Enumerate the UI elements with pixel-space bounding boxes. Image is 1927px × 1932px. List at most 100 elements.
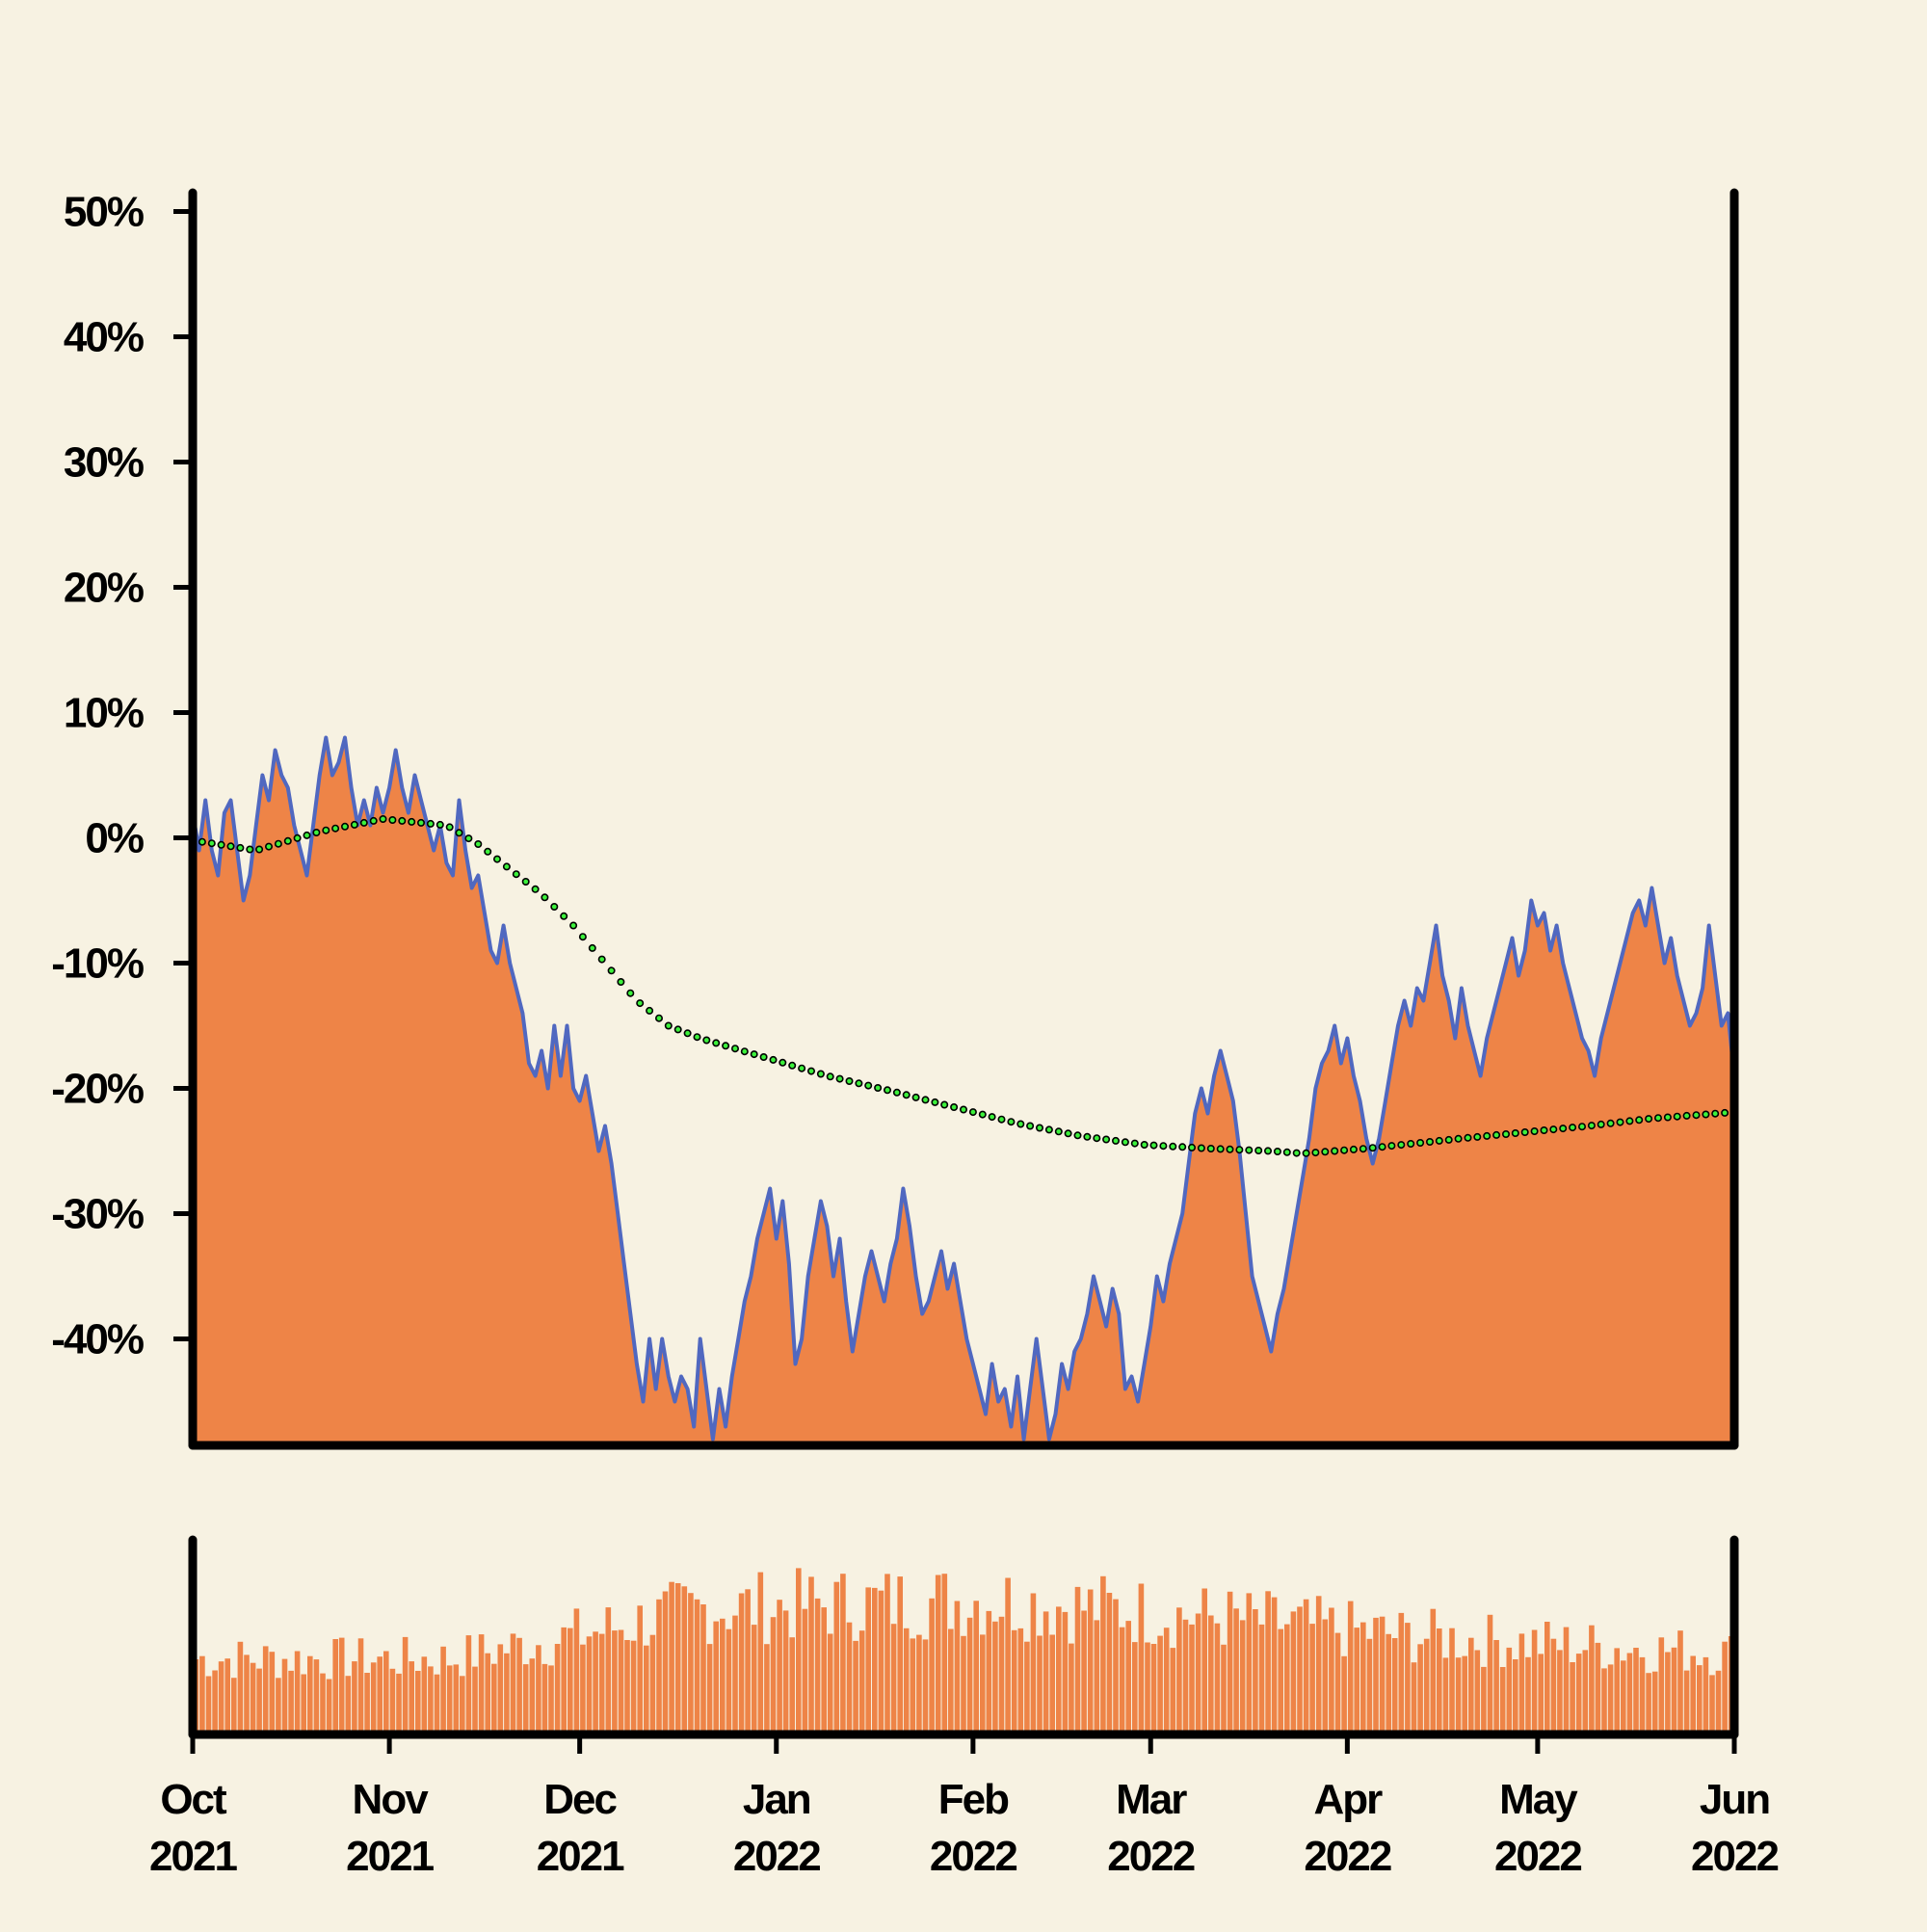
trend-dot [712,1039,721,1047]
volume-bar [1607,1664,1614,1734]
volume-bar [1100,1575,1106,1734]
trend-dot [1511,1129,1519,1138]
volume-bar [224,1658,230,1734]
trend-dot [1635,1116,1644,1125]
volume-bar [998,1616,1005,1734]
volume-bar [1354,1628,1359,1734]
volume-bar [954,1601,961,1734]
volume-bar [1069,1643,1074,1734]
volume-bar [1043,1611,1049,1734]
volume-bar [916,1634,922,1734]
trend-dot [198,837,206,846]
trend-dot [541,893,549,902]
volume-bar [1683,1670,1690,1734]
trend-dot [1616,1118,1624,1126]
volume-bar [1462,1655,1467,1734]
volume-bar [897,1576,903,1734]
trend-dot [1282,1148,1291,1156]
trend-dot [1387,1142,1396,1151]
volume-bar [1563,1627,1570,1734]
volume-bar [1233,1608,1239,1734]
volume-bar [364,1673,370,1734]
trend-dot [798,1064,806,1072]
trend-dot [1721,1108,1729,1117]
trend-dot [1188,1143,1197,1151]
trend-dot [1121,1138,1129,1147]
trend-dot [646,1006,654,1015]
trend-dot [883,1086,891,1095]
volume-bar [700,1604,706,1734]
volume-bar [796,1568,802,1734]
trend-dot [426,819,435,828]
volume-bar [777,1600,782,1734]
volume-bar [770,1617,777,1734]
volume-bar [1589,1625,1595,1734]
volume-bar [409,1661,414,1734]
trend-dot [806,1067,815,1075]
trend-dot [369,816,378,825]
volume-bar [1493,1640,1499,1734]
trend-dot [1149,1141,1158,1150]
volume-bar [1709,1675,1715,1734]
volume-bar [674,1583,681,1734]
volume-bar [402,1636,409,1734]
volume-bar [510,1633,516,1734]
volume-bar [1499,1667,1506,1734]
volume-bar [1334,1632,1341,1734]
volume-bar [973,1601,979,1734]
volume-bar [935,1575,941,1734]
volume-bar [389,1668,396,1734]
volume-bar [1575,1654,1582,1734]
trend-dot [379,814,387,823]
volume-bar [1011,1629,1017,1734]
volume-bar [1379,1616,1386,1734]
volume-bar [1386,1633,1391,1734]
volume-bar [1639,1656,1646,1734]
volume-bar [1087,1589,1094,1734]
x-tick-month: Nov [353,1776,430,1823]
trend-dot [388,815,397,824]
volume-bar [504,1653,510,1734]
volume-bar [1017,1628,1024,1734]
trend-dot [950,1103,959,1112]
volume-bar [313,1659,320,1734]
trend-dot [740,1047,749,1056]
trend-dot [578,933,587,941]
volume-bar [966,1617,973,1734]
volume-bar [1113,1599,1119,1734]
trend-dot [1226,1145,1234,1153]
volume-bar [1309,1624,1315,1734]
volume-bar [827,1633,833,1734]
volume-bar [910,1638,916,1734]
x-tick-year: 2022 [1494,1833,1581,1880]
volume-bar [782,1610,789,1734]
volume-bar [1297,1606,1303,1734]
x-tick-year: 2022 [1107,1833,1194,1880]
trend-dot [445,823,454,832]
trend-dot [617,977,625,986]
trend-dot [702,1036,711,1045]
price-area [193,737,1734,1445]
volume-bar [1423,1638,1430,1734]
trend-dot [978,1110,987,1119]
trend-dots [193,814,1734,1157]
volume-bar [1005,1577,1011,1734]
volume-bar [1056,1606,1062,1734]
volume-bar [1284,1624,1290,1734]
trend-dot [779,1058,787,1067]
volume-bar [1239,1620,1246,1734]
volume-bar [573,1608,580,1734]
trend-dot [1036,1124,1044,1132]
x-tick-year: 2021 [149,1833,237,1880]
volume-bar [1145,1642,1150,1734]
trend-dot [1349,1145,1358,1153]
volume-bar [1214,1623,1221,1734]
volume-bar [1557,1650,1563,1734]
trend-dot [1692,1111,1701,1120]
volume-bar [446,1665,453,1734]
trend-dot [940,1100,949,1109]
trend-dot [673,1025,682,1034]
trend-dot [597,955,606,964]
trend-dot [1331,1147,1339,1155]
volume-bar [669,1581,674,1734]
